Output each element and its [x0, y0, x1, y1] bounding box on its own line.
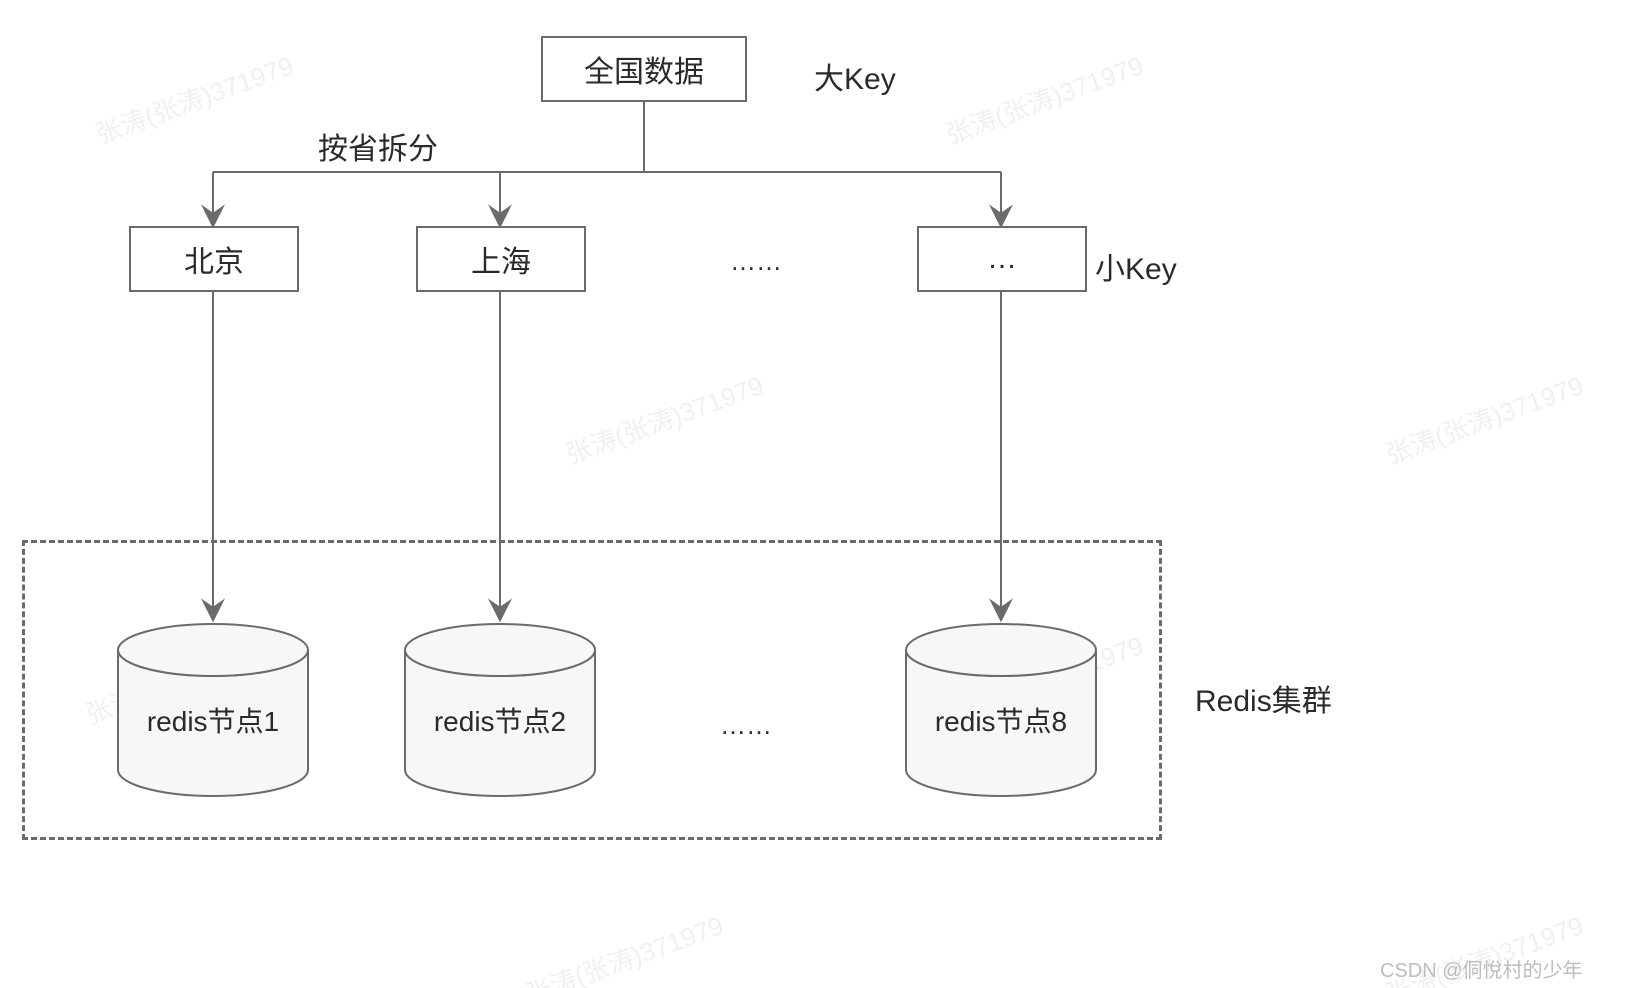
watermark: 张涛(张涛)371979 [1380, 366, 1588, 472]
small-key-label: 上海 [471, 237, 531, 281]
small-key-node: 上海 [416, 226, 586, 292]
split-by-province-label: 按省拆分 [318, 124, 438, 168]
csdn-credit: CSDN @侗悅村的少年 [1380, 954, 1583, 983]
small-key-label: … [987, 242, 1017, 276]
small-key-tag: 小Key [1095, 244, 1177, 288]
big-key-tag: 大Key [814, 54, 896, 98]
redis-node-label: redis节点8 [906, 700, 1096, 740]
small-key-node: … [917, 226, 1087, 292]
redis-node-label: redis节点2 [405, 700, 595, 740]
redis-node-label: redis节点1 [118, 700, 308, 740]
small-key-ellipsis: …… [730, 246, 782, 277]
big-key-node: 全国数据 [541, 36, 747, 102]
redis-node-ellipsis: …… [720, 710, 772, 741]
watermark: 张涛(张涛)371979 [940, 46, 1148, 152]
big-key-label: 全国数据 [584, 47, 704, 91]
small-key-node: 北京 [129, 226, 299, 292]
watermark: 张涛(张涛)371979 [520, 906, 728, 988]
redis-cluster-label: Redis集群 [1195, 676, 1332, 720]
small-key-label: 北京 [184, 237, 244, 281]
watermark: 张涛(张涛)371979 [90, 46, 298, 152]
watermark: 张涛(张涛)371979 [560, 366, 768, 472]
diagram-canvas: 张涛(张涛)371979 张涛(张涛)371979 张涛(张涛)371979 张… [0, 0, 1636, 988]
